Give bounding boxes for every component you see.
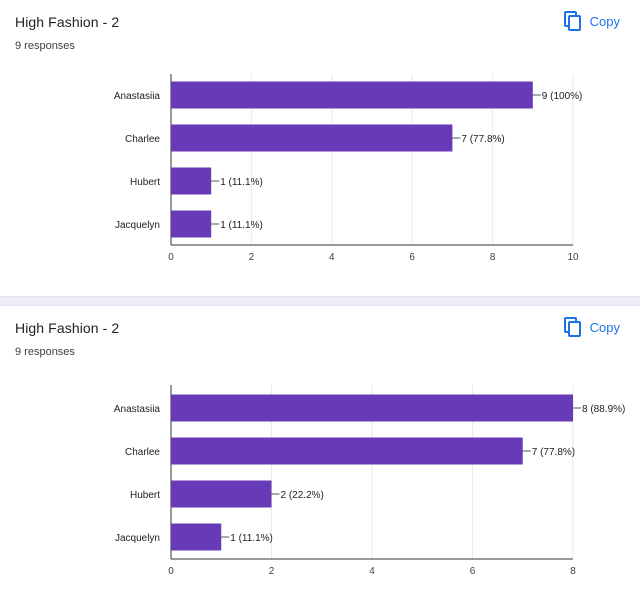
x-tick-label: 2	[249, 252, 255, 263]
x-tick-label: 6	[409, 252, 415, 263]
x-tick-label: 4	[329, 252, 335, 263]
x-tick-label: 10	[567, 252, 579, 263]
x-tick-label: 6	[470, 566, 476, 577]
x-tick-label: 0	[168, 252, 174, 263]
bar	[171, 210, 212, 238]
card-separator	[0, 296, 640, 306]
x-tick-label: 2	[269, 566, 275, 577]
data-label: 9 (100%)	[542, 91, 583, 102]
data-label: 1 (11.1%)	[220, 177, 263, 188]
copy-icon	[563, 11, 581, 31]
bar	[171, 437, 523, 465]
copy-button[interactable]: Copy	[563, 316, 620, 338]
category-label: Jacquelyn	[115, 220, 160, 231]
category-label: Charlee	[125, 134, 160, 145]
x-tick-label: 8	[570, 566, 576, 577]
data-label: 1 (11.1%)	[220, 220, 263, 231]
category-label: Anastasiia	[114, 404, 161, 415]
x-tick-label: 4	[369, 566, 375, 577]
question-card-2: High Fashion - 2 9 responses Copy 0 2 4 6 8 A…	[0, 306, 640, 593]
response-count: 9 responses	[15, 346, 75, 358]
data-label: 1 (11.1%)	[230, 533, 273, 544]
data-label: 8 (88.9%)	[582, 404, 625, 415]
bar	[171, 394, 573, 422]
copy-icon	[563, 317, 581, 337]
question-card-1: High Fashion - 2 9 responses Copy 0 2 4 6 8 1…	[0, 0, 640, 296]
bar	[171, 81, 533, 109]
category-label: Anastasiia	[114, 91, 161, 102]
copy-button[interactable]: Copy	[563, 10, 620, 32]
x-tick-label: 0	[168, 566, 174, 577]
response-count: 9 responses	[15, 40, 75, 52]
question-title: High Fashion - 2	[15, 320, 120, 336]
data-label: 2 (22.2%)	[281, 490, 324, 501]
category-label: Jacquelyn	[115, 533, 160, 544]
category-label: Hubert	[130, 177, 160, 188]
copy-label: Copy	[589, 13, 620, 29]
data-label: 7 (77.8%)	[532, 447, 575, 458]
category-label: Charlee	[125, 447, 160, 458]
bar	[171, 167, 212, 195]
x-tick-label: 8	[490, 252, 496, 263]
data-label: 7 (77.8%)	[461, 134, 504, 145]
bar	[171, 480, 272, 508]
bar-chart-1: 0 2 4 6 8 10 Anastasiia 9 (100%) Charlee 7 (77.8%…	[114, 74, 583, 263]
bar-chart-2: 0 2 4 6 8 Anastasiia 8 (88.9%) Charlee 7 (77.8%)…	[114, 385, 625, 577]
copy-label: Copy	[589, 319, 620, 335]
bar	[171, 124, 453, 152]
category-label: Hubert	[130, 490, 160, 501]
bar	[171, 523, 222, 551]
question-title: High Fashion - 2	[15, 14, 120, 30]
